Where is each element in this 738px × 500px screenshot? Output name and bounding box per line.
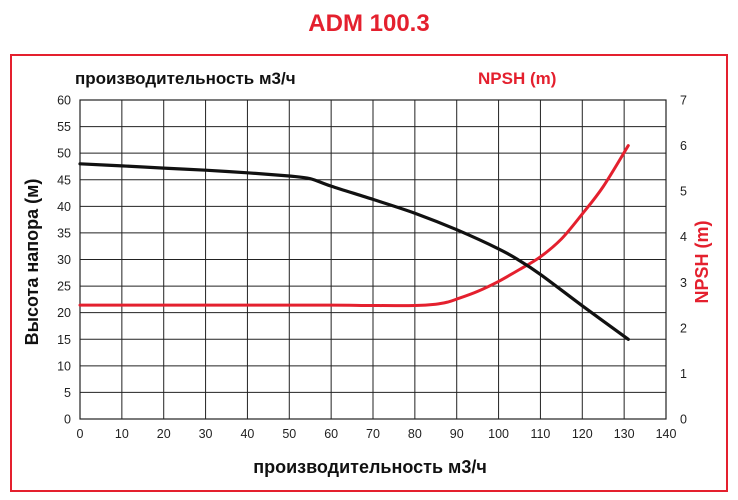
x-tick-label: 0 [77,427,84,441]
npsh-curve [78,144,630,308]
x-tick-label: 100 [488,427,509,441]
y-tick-labels: 0 5 10 15 20 25 30 35 40 45 50 55 60 [57,94,71,427]
x-axis-label: производительность м3/ч [253,457,487,477]
npsh-header-label: NPSH (m) [478,69,556,88]
x-tick-label: 140 [656,427,677,441]
x-tick-label: 20 [157,427,171,441]
series-layer [78,144,630,341]
y-tick-label: 10 [57,359,71,373]
y-tick-label: 20 [57,306,71,320]
y2-tick-label: 4 [680,230,687,244]
y2-tick-label: 5 [680,185,687,199]
y-tick-label: 50 [57,147,71,161]
x-tick-label: 50 [282,427,296,441]
x-tick-label: 70 [366,427,380,441]
y-tick-label: 45 [57,173,71,187]
plot-area-border [79,99,667,420]
x-tick-labels: 0 10 20 30 40 50 60 70 80 90 100 110 120 130 140 [77,427,677,441]
y-tick-label: 40 [57,200,71,214]
x-tick-label: 60 [324,427,338,441]
x-tick-label: 30 [199,427,213,441]
y2-tick-label: 2 [680,321,687,335]
y2-tick-labels: 0 1 2 3 4 5 6 7 [680,94,687,427]
x-tick-label: 40 [240,427,254,441]
y-tick-label: 25 [57,280,71,294]
y-tick-label: 15 [57,333,71,347]
y-tick-label: 60 [57,94,71,108]
chart-title: ADM 100.3 [308,10,429,37]
y2-axis-label: NPSH (m) [692,220,712,303]
y2-tick-label: 1 [680,367,687,381]
x-tick-label: 130 [614,427,635,441]
x-tick-label: 120 [572,427,593,441]
y-tick-label: 55 [57,120,71,134]
x-tick-label: 80 [408,427,422,441]
frame-border [10,54,728,492]
y2-tick-label: 6 [680,139,687,153]
y-tick-label: 35 [57,226,71,240]
y2-tick-label: 7 [680,94,687,108]
grid [79,99,667,420]
y-tick-label: 0 [64,413,71,427]
y2-tick-label: 3 [680,276,687,290]
y2-tick-label: 0 [680,413,687,427]
x-tick-label: 90 [450,427,464,441]
x-tick-label: 110 [530,427,550,441]
y-axis-label: Высота напора (м) [22,179,42,346]
y-tick-label: 5 [64,386,71,400]
head-curve [78,162,630,341]
top-left-label: производительность м3/ч [75,69,296,88]
y-tick-label: 30 [57,253,71,267]
x-tick-label: 10 [115,427,129,441]
